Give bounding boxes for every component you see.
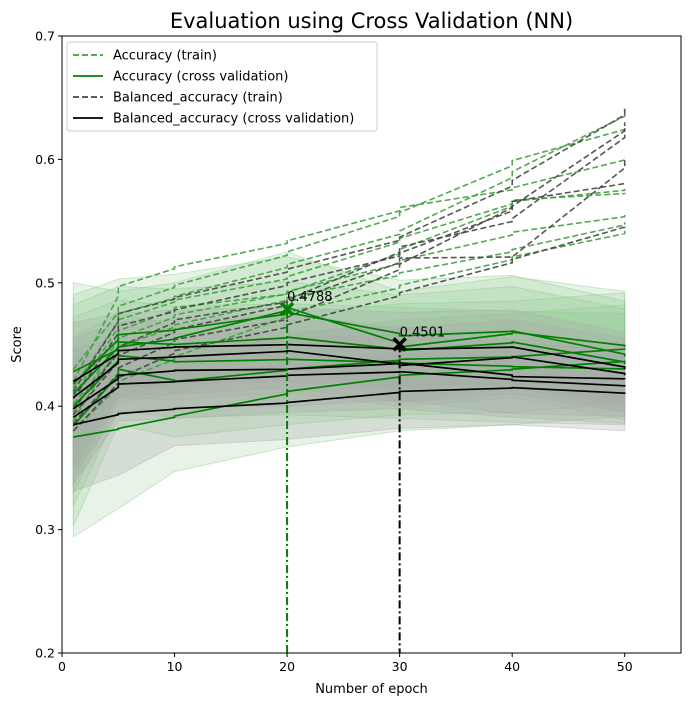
x-tick-label: 40 — [504, 659, 520, 674]
series-line-balanced-accuracy-train-0 — [72, 107, 626, 392]
series-line-accuracy-train-0 — [72, 156, 626, 382]
x-tick-label: 10 — [167, 659, 183, 674]
confidence-band-accuracy-cross-validation-5 — [72, 304, 626, 538]
legend-label-balanced-accuracy-cross-validation: Balanced_accuracy (cross validation) — [113, 112, 354, 127]
plot-frame — [61, 35, 682, 654]
legend-label-balanced-accuracy-train: Balanced_accuracy (train) — [113, 91, 283, 106]
y-axis-label: Score — [10, 326, 25, 362]
x-axis-label: Number of epoch — [315, 682, 428, 697]
series-line-accuracy-train-2 — [72, 110, 626, 389]
confidence-band-accuracy-cross-validation-3 — [72, 299, 626, 507]
x-tick-label: 0 — [58, 659, 66, 674]
series-line-balanced-accuracy-train-4 — [72, 181, 626, 425]
confidence-band-accuracy-cross-validation-1 — [72, 256, 626, 485]
series-line-balanced-accuracy-cross-validation-1 — [72, 349, 626, 399]
series-line-balanced-accuracy-cross-validation-4 — [73, 386, 626, 426]
legend: Accuracy (train) Accuracy (cross validati… — [66, 41, 378, 132]
confidence-band-accuracy-cross-validation-2 — [72, 281, 626, 495]
y-tick-label: 0.4 — [35, 399, 55, 414]
legend-box — [66, 41, 378, 132]
y-tick-label: 0.6 — [35, 152, 55, 167]
y-tick-label: 0.5 — [35, 275, 55, 290]
chart-title: Evaluation using Cross Validation (NN) — [170, 9, 573, 33]
plot-area: 0.4788 0.4501 0 10 20 30 40 50 0.2 0.3 0.4 0.5 0.6… — [35, 29, 682, 674]
best-score-label-balanced-accuracy-cross-validation: 0.4501 — [400, 325, 446, 340]
series-line-accuracy-train-1 — [72, 126, 626, 370]
legend-label-accuracy-train: Accuracy (train) — [113, 49, 217, 64]
legend-label-accuracy-cross-validation: Accuracy (cross validation) — [113, 70, 288, 85]
x-tick-label: 30 — [392, 659, 408, 674]
confidence-band-balanced-accuracy-cross-validation-1 — [72, 313, 626, 466]
confidence-band-accuracy-cross-validation-4 — [72, 292, 626, 527]
series-line-balanced-accuracy-train-5 — [72, 223, 626, 432]
x-tick-label: 20 — [279, 659, 295, 674]
best-score-marker-balanced-accuracy-cross-validation — [392, 337, 407, 352]
x-tick-label: 50 — [617, 659, 633, 674]
y-tick-label: 0.7 — [35, 29, 55, 44]
y-tick-label: 0.2 — [35, 646, 55, 661]
best-score-marker-accuracy-cross-validation — [279, 301, 295, 317]
best-score-label-accuracy-cross-validation: 0.4788 — [287, 290, 333, 305]
y-tick-label: 0.3 — [35, 522, 55, 537]
